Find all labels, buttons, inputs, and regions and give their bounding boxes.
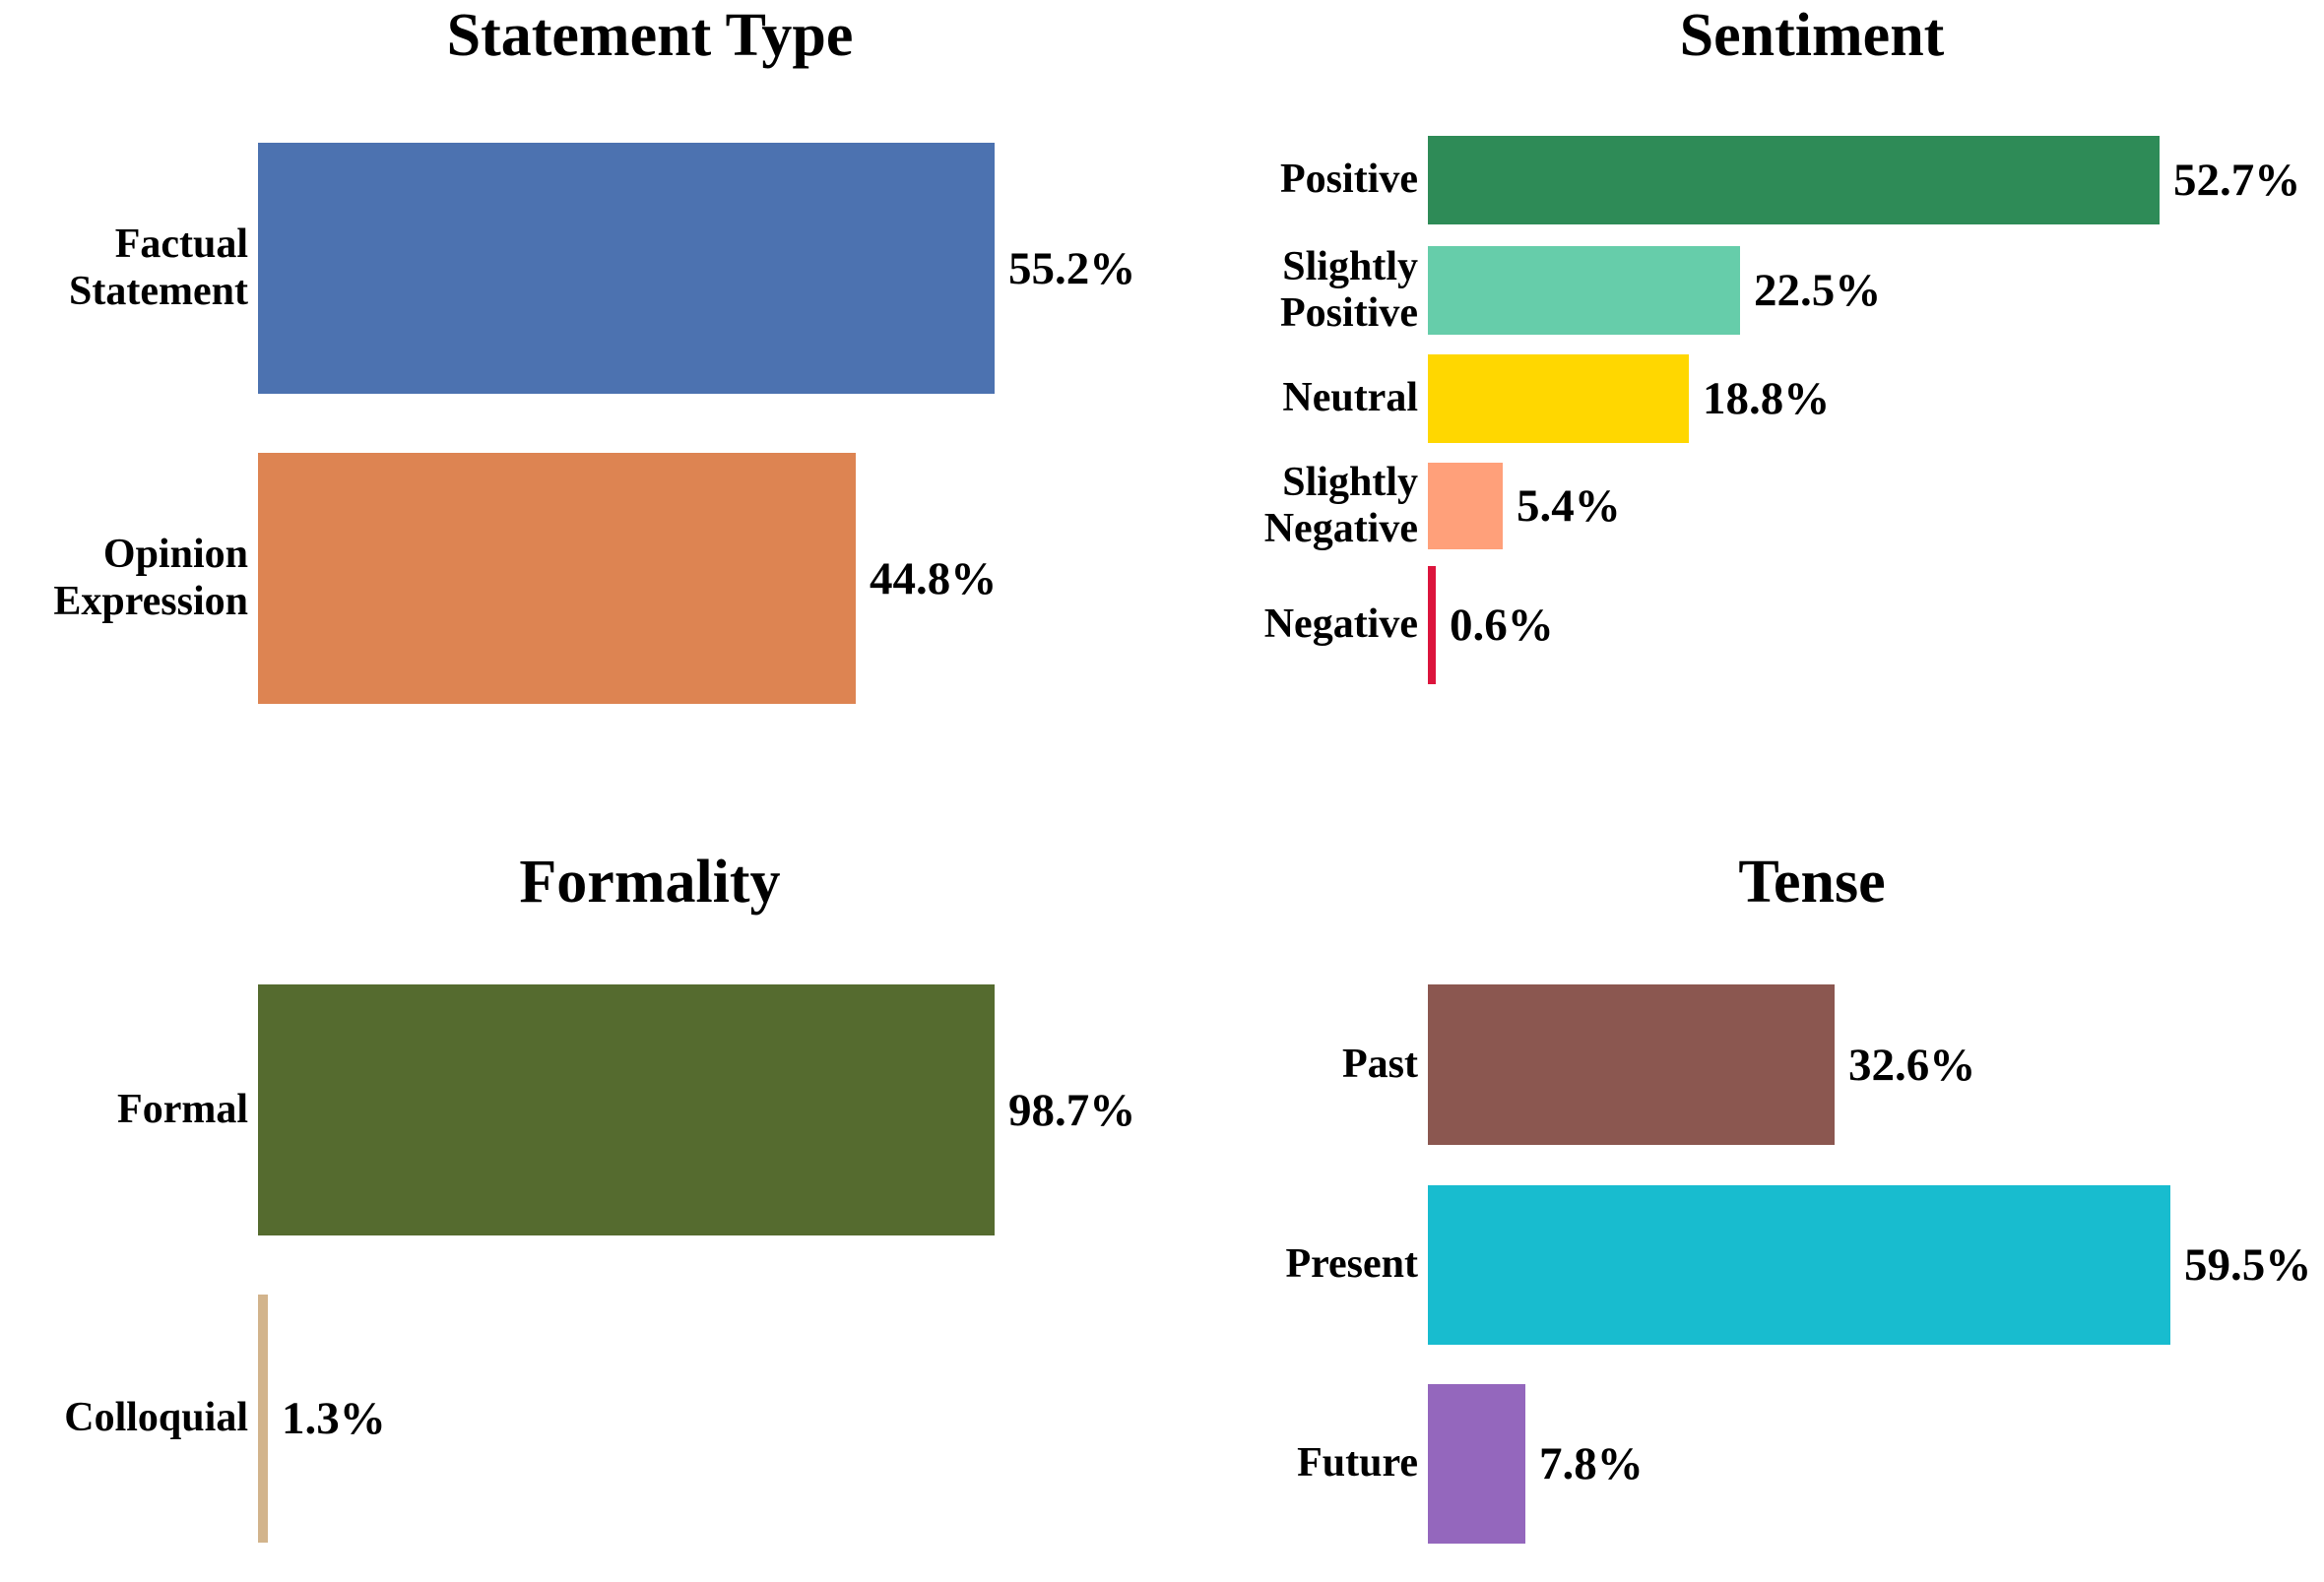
category-label: Colloquial bbox=[64, 1395, 248, 1441]
bar bbox=[258, 984, 995, 1235]
bar bbox=[1428, 566, 1436, 684]
value-label: 0.6% bbox=[1450, 600, 1554, 651]
category-label: Slightly Positive bbox=[1280, 243, 1418, 336]
chart-title-tense: Tense bbox=[1738, 849, 1886, 916]
category-label: Past bbox=[1342, 1041, 1418, 1087]
value-label: 44.8% bbox=[870, 552, 998, 604]
category-label: Formal bbox=[117, 1086, 248, 1132]
bar bbox=[1428, 246, 1740, 335]
chart-panel-formality: Formality Formal 98.7% Colloquial 1.3% bbox=[0, 837, 1162, 1582]
value-label: 32.6% bbox=[1848, 1039, 1976, 1091]
bar bbox=[1428, 1384, 1525, 1544]
bar bbox=[1428, 463, 1503, 549]
bar bbox=[1428, 136, 2160, 224]
value-label: 22.5% bbox=[1754, 265, 1882, 316]
chart-panel-tense: Tense Past 32.6% Present 59.5% Future 7.8% bbox=[1162, 837, 2324, 1582]
bar bbox=[258, 453, 856, 704]
category-label: Future bbox=[1297, 1440, 1418, 1487]
value-label: 7.8% bbox=[1539, 1438, 1644, 1489]
chart-panel-statement-type: Statement Type Factual Statement 55.2% Opi… bbox=[0, 0, 1162, 788]
plot-area-tense: Past 32.6% Present 59.5% Future 7.8% bbox=[1162, 837, 2324, 1582]
value-label: 52.7% bbox=[2173, 155, 2301, 206]
plot-area-sentiment: Positive 52.7% Slightly Positive 22.5% Neutr… bbox=[1162, 0, 2324, 788]
category-label: Opinion Expression bbox=[53, 532, 248, 624]
value-label: 55.2% bbox=[1008, 242, 1136, 294]
category-label: Slightly Negative bbox=[1263, 459, 1418, 551]
chart-panel-sentiment: Sentiment Positive 52.7% Slightly Positive… bbox=[1162, 0, 2324, 788]
value-label: 59.5% bbox=[2184, 1239, 2312, 1291]
category-label: Negative bbox=[1263, 601, 1418, 648]
bar bbox=[1428, 1185, 2170, 1345]
chart-title-formality: Formality bbox=[519, 849, 781, 916]
bar bbox=[1428, 354, 1689, 443]
category-label: Present bbox=[1285, 1241, 1418, 1288]
plot-area-formality: Formal 98.7% Colloquial 1.3% bbox=[0, 837, 1162, 1582]
bar bbox=[258, 1295, 268, 1543]
chart-title-sentiment: Sentiment bbox=[1679, 2, 1945, 69]
chart-title-statement-type: Statement Type bbox=[446, 2, 854, 69]
category-label: Factual Statement bbox=[69, 221, 248, 314]
value-label: 1.3% bbox=[282, 1393, 386, 1444]
category-label: Neutral bbox=[1282, 375, 1418, 421]
category-label: Positive bbox=[1280, 157, 1418, 203]
value-label: 5.4% bbox=[1517, 480, 1621, 532]
bar bbox=[258, 143, 995, 394]
plot-area-statement-type: Factual Statement 55.2% Opinion Expression… bbox=[0, 0, 1162, 788]
value-label: 18.8% bbox=[1703, 373, 1831, 424]
value-label: 98.7% bbox=[1008, 1084, 1136, 1136]
bar bbox=[1428, 984, 1835, 1145]
